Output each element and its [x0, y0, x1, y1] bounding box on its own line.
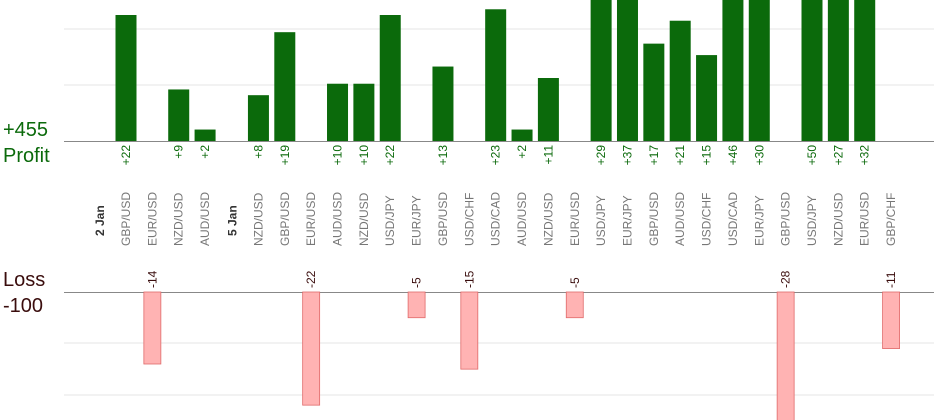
pair-label: AUD/USD — [198, 192, 212, 246]
profit-bar — [696, 55, 718, 141]
pair-label: EUR/JPY — [752, 195, 766, 246]
pair-label: EUR/USD — [145, 192, 159, 246]
profit-value-label: +2 — [198, 145, 212, 159]
profit-value-label: +22 — [119, 145, 133, 166]
profit-value-label: +21 — [673, 145, 687, 166]
pair-label: NZD/USD — [172, 192, 186, 246]
profit-bar — [537, 78, 559, 141]
profit-bar — [274, 32, 296, 141]
pair-label: EUR/JPY — [620, 195, 634, 246]
date-labels: 2 Jan 5 Jan — [93, 205, 239, 236]
profit-bar — [643, 43, 665, 141]
pair-label: EUR/JPY — [410, 195, 424, 246]
pair-label: GBP/USD — [436, 192, 450, 246]
profit-bar — [379, 15, 401, 141]
profit-bar — [115, 15, 137, 141]
profit-value-label: +11 — [541, 145, 555, 165]
profit-bar — [590, 0, 612, 141]
profit-value-label: +8 — [251, 145, 265, 159]
date-label: 5 Jan — [225, 205, 239, 236]
profit-value-label: +13 — [436, 145, 450, 166]
loss-bar — [407, 291, 426, 319]
profit-bar — [511, 129, 533, 141]
pair-label: AUD/USD — [515, 192, 529, 246]
profit-value-label: +50 — [805, 145, 819, 166]
profit-bar — [432, 66, 454, 141]
profit-bar — [854, 0, 876, 141]
profit-bar — [748, 0, 770, 141]
profit-bar — [801, 0, 823, 141]
profit-bar — [616, 0, 638, 141]
pair-label: NZD/USD — [251, 192, 265, 246]
profit-label: Profit — [3, 145, 50, 167]
loss-bar — [776, 291, 795, 420]
pair-label: USD/CAD — [489, 192, 503, 246]
profit-value-label: +30 — [752, 145, 766, 166]
pair-label: AUD/USD — [331, 192, 345, 246]
pair-label: EUR/USD — [568, 192, 582, 246]
profit-value-label: +46 — [726, 145, 740, 166]
loss-value-label: -22 — [304, 270, 318, 288]
profit-bars — [115, 0, 876, 142]
profit-value-label: +27 — [831, 145, 845, 166]
profit-bar — [247, 95, 269, 141]
pair-label: GBP/CHF — [884, 193, 898, 246]
profit-value-label: +32 — [858, 145, 872, 166]
profit-value-label: +15 — [700, 145, 714, 166]
profit-value-label: +2 — [515, 145, 529, 159]
profit-total-label: +455 — [3, 119, 49, 141]
profit-value-label: +10 — [331, 145, 345, 166]
loss-value-label: -28 — [779, 270, 793, 288]
profit-value-label: +37 — [620, 145, 634, 166]
loss-total-label: -100 — [3, 295, 44, 317]
pair-label: AUD/USD — [673, 192, 687, 246]
profit-bar — [353, 83, 375, 141]
loss-bars — [143, 291, 900, 420]
profit-value-label: +10 — [357, 145, 371, 166]
loss-bar — [565, 291, 584, 319]
profit-value-label: +19 — [278, 145, 292, 166]
loss-bar — [302, 291, 321, 406]
profit-value-label: +29 — [594, 145, 608, 166]
pair-label: USD/CHF — [700, 193, 714, 246]
pair-label: USD/CHF — [462, 193, 476, 246]
loss-bar — [882, 291, 900, 349]
profit-value-label: +22 — [383, 145, 397, 166]
pair-label: GBP/USD — [278, 192, 292, 246]
pair-label: NZD/USD — [831, 192, 845, 246]
pair-label: GBP/USD — [119, 192, 133, 246]
profit-value-label: +17 — [647, 145, 661, 166]
pair-label: EUR/USD — [858, 192, 872, 246]
loss-bar — [460, 291, 479, 370]
pair-label: USD/JPY — [594, 195, 608, 246]
profit-bar — [194, 129, 216, 141]
profit-bar — [669, 20, 691, 141]
pair-label: USD/CAD — [726, 192, 740, 246]
pair-label: GBP/USD — [779, 192, 793, 246]
loss-label: Loss — [3, 269, 46, 291]
loss-value-label: -15 — [462, 270, 476, 288]
loss-value-label: -5 — [568, 277, 582, 288]
profit-bar — [327, 83, 349, 141]
profit-value-label: +9 — [172, 145, 186, 159]
pair-label: EUR/USD — [304, 192, 318, 246]
pair-label: NZD/USD — [357, 192, 371, 246]
profit-bar — [827, 0, 849, 141]
profit-bar — [722, 0, 744, 141]
profit-value-label: +23 — [489, 145, 503, 166]
pair-label: NZD/USD — [541, 192, 555, 246]
pair-label: GBP/USD — [647, 192, 661, 246]
pair-labels: GBP/USD EUR/USD NZD/USD AUD/USD NZD/USD GBP/U… — [119, 192, 898, 246]
date-label: 2 Jan — [93, 205, 107, 236]
pair-label: USD/JPY — [805, 195, 819, 246]
pair-label: USD/JPY — [383, 195, 397, 246]
value-labels: +22 -14 +9 +2 +8 +19 -22 +10 +10 +22 -5 +13 -15 +23 +2… — [119, 145, 898, 288]
loss-bar — [143, 291, 162, 365]
loss-value-label: -5 — [410, 277, 424, 288]
profit-bar — [485, 9, 507, 142]
loss-value-label: -14 — [145, 270, 159, 288]
loss-value-label: -11 — [884, 271, 898, 288]
profit-bar — [168, 89, 190, 141]
